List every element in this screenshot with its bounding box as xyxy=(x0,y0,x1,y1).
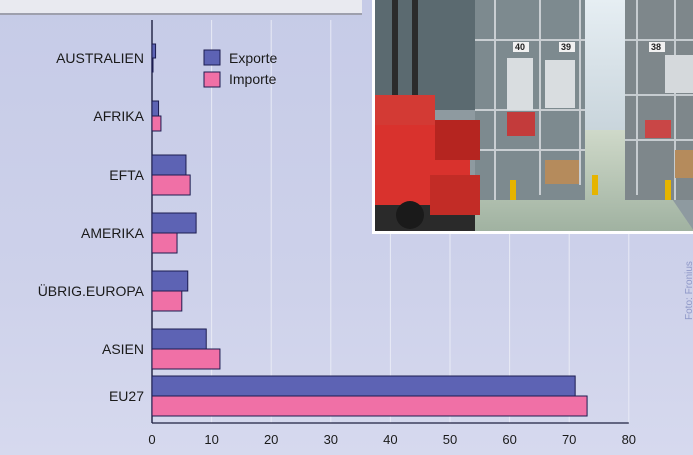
legend: Exporte Importe xyxy=(203,49,277,88)
legend-swatch-importe xyxy=(203,71,221,88)
legend-label-exporte: Exporte xyxy=(229,50,277,66)
bars xyxy=(151,43,588,417)
legend-swatch-exporte xyxy=(203,49,221,66)
bar-exporte xyxy=(151,100,160,117)
forklift-icon xyxy=(375,0,480,231)
photo-credit: Foto: Fronius xyxy=(684,261,693,320)
category-label: AUSTRALIEN xyxy=(56,50,144,66)
category-label: AMERIKA xyxy=(81,225,145,241)
bar-importe xyxy=(151,232,178,254)
category-label: EFTA xyxy=(109,167,144,183)
warehouse-photo: 40 39 38 xyxy=(372,0,693,234)
bar-importe xyxy=(151,348,221,370)
x-tick-label: 10 xyxy=(204,432,218,447)
x-tick-label: 0 xyxy=(148,432,155,447)
bar-exporte xyxy=(151,270,189,292)
category-label: ASIEN xyxy=(102,341,144,357)
category-labels: AUSTRALIEN AFRIKA EFTA AMERIKA ÜBRIG.EUROPA A… xyxy=(38,50,145,404)
bar-importe xyxy=(151,174,191,196)
bar-importe xyxy=(151,115,162,132)
x-tick-label: 40 xyxy=(383,432,397,447)
x-tick-label: 80 xyxy=(622,432,636,447)
x-tick-label: 30 xyxy=(324,432,338,447)
bar-importe xyxy=(151,290,183,312)
x-tick-label: 70 xyxy=(562,432,576,447)
bar-importe xyxy=(151,57,154,73)
bar-importe xyxy=(151,395,588,417)
bar-exporte xyxy=(151,154,187,176)
category-label: AFRIKA xyxy=(93,108,144,124)
bar-exporte xyxy=(151,328,207,350)
rack-label-38: 38 xyxy=(651,42,661,52)
warehouse-illustration: 40 39 38 xyxy=(375,0,693,231)
legend-label-importe: Importe xyxy=(229,71,277,87)
x-tick-labels: 0 10 20 30 40 50 60 70 80 xyxy=(148,432,636,447)
x-tick-label: 50 xyxy=(443,432,457,447)
top-tab-strip xyxy=(0,0,362,15)
x-tick-label: 60 xyxy=(502,432,516,447)
rack-label-39: 39 xyxy=(561,42,571,52)
category-label: ÜBRIG.EUROPA xyxy=(38,282,145,299)
bar-exporte xyxy=(151,43,157,59)
category-label: EU27 xyxy=(109,388,144,404)
x-tick-label: 20 xyxy=(264,432,278,447)
bar-exporte xyxy=(151,375,576,397)
rack-label-40: 40 xyxy=(515,42,525,52)
bar-exporte xyxy=(151,212,197,234)
